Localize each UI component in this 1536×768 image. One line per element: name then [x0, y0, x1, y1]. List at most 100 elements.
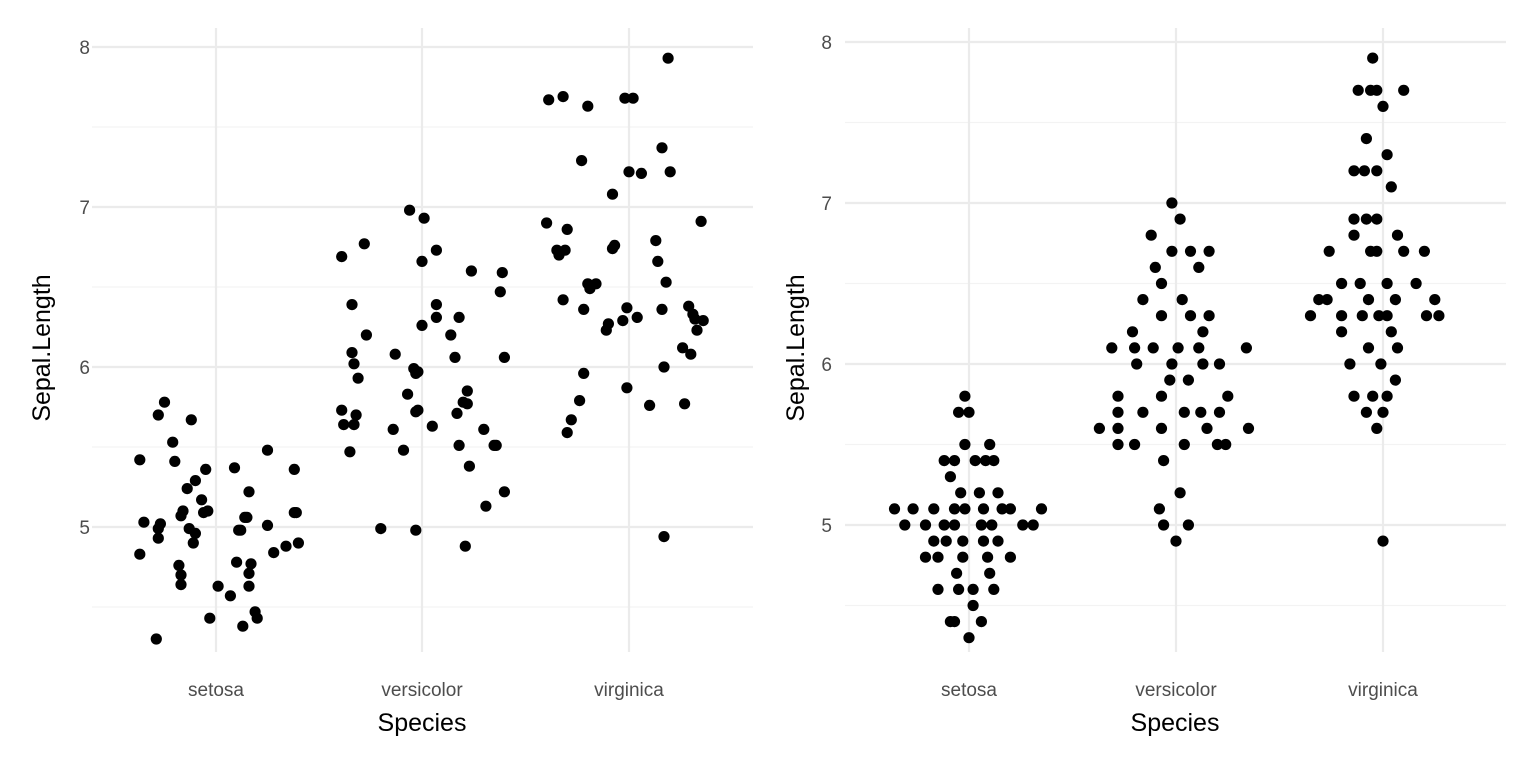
- data-point: [1381, 149, 1393, 161]
- data-point: [980, 455, 992, 467]
- data-point: [1203, 310, 1215, 322]
- data-point: [631, 311, 643, 323]
- data-point: [1182, 519, 1194, 531]
- data-point: [185, 414, 197, 426]
- data-point: [967, 583, 979, 596]
- data-point: [992, 487, 1004, 499]
- data-point: [243, 486, 255, 498]
- data-point: [938, 455, 950, 467]
- data-point: [1174, 487, 1186, 499]
- data-point: [152, 532, 164, 544]
- data-point: [1389, 374, 1401, 386]
- data-point: [261, 519, 274, 532]
- data-point: [685, 348, 697, 360]
- data-point: [1166, 197, 1178, 209]
- data-point: [1155, 277, 1168, 290]
- data-point: [1112, 438, 1124, 451]
- data-point: [1203, 245, 1215, 257]
- y-axis-title: Sepal.Length: [782, 274, 810, 421]
- data-point: [412, 366, 424, 378]
- data-point: [1166, 358, 1178, 370]
- data-point: [948, 519, 961, 531]
- data-point: [202, 505, 214, 517]
- data-point: [1352, 84, 1364, 96]
- data-point: [167, 436, 179, 448]
- data-point: [1381, 390, 1393, 402]
- data-point: [1145, 229, 1157, 241]
- data-point: [1356, 310, 1368, 322]
- data-point: [1158, 519, 1170, 531]
- data-point: [235, 524, 247, 536]
- data-point: [955, 487, 967, 499]
- data-point: [953, 583, 965, 596]
- data-point: [496, 267, 508, 279]
- data-point: [1106, 342, 1118, 354]
- data-point: [1213, 358, 1226, 370]
- data-point: [1354, 277, 1366, 290]
- data-point: [677, 342, 689, 354]
- data-point: [430, 311, 442, 323]
- data-point: [1193, 261, 1205, 273]
- data-point: [1126, 326, 1139, 338]
- points: [888, 52, 1445, 644]
- data-point: [397, 444, 410, 456]
- data-point: [1147, 342, 1159, 354]
- y-axis-title: Sepal.Length: [28, 274, 56, 421]
- data-point: [173, 559, 185, 572]
- x-axis-title: Species: [378, 709, 467, 737]
- data-point: [1381, 310, 1393, 322]
- data-point: [1381, 277, 1393, 290]
- y-tick-label: 6: [79, 358, 90, 379]
- data-point: [656, 303, 668, 315]
- data-point: [565, 414, 577, 426]
- data-point: [243, 580, 255, 592]
- data-point: [557, 294, 569, 306]
- data-point: [695, 215, 707, 227]
- data-point: [953, 406, 965, 418]
- data-point: [1172, 342, 1184, 354]
- data-point: [1213, 406, 1226, 418]
- data-point: [1155, 390, 1168, 402]
- data-point: [134, 454, 146, 466]
- data-point: [241, 511, 253, 523]
- data-point: [984, 567, 996, 579]
- data-point: [689, 313, 701, 325]
- data-point: [348, 419, 360, 431]
- data-point: [1220, 438, 1232, 451]
- data-point: [557, 91, 569, 103]
- data-point: [360, 329, 372, 341]
- data-point: [389, 348, 401, 360]
- data-point: [336, 251, 348, 263]
- data-point: [402, 388, 414, 400]
- data-point: [292, 537, 304, 549]
- data-point: [451, 407, 463, 419]
- data-point: [1373, 310, 1385, 322]
- data-point: [932, 551, 944, 563]
- data-point: [352, 372, 364, 384]
- data-point: [1149, 261, 1161, 273]
- data-point: [602, 318, 615, 330]
- data-point: [957, 551, 969, 563]
- y-tick-label: 5: [821, 516, 832, 537]
- data-point: [1193, 342, 1205, 354]
- data-point: [1385, 326, 1397, 338]
- data-point: [494, 286, 506, 298]
- data-point: [245, 558, 257, 570]
- data-point: [652, 255, 664, 267]
- data-point: [138, 516, 150, 528]
- data-point: [1336, 277, 1348, 290]
- data-point: [559, 244, 571, 256]
- data-point: [350, 409, 362, 421]
- data-point: [658, 531, 670, 543]
- x-tick-labels: setosa versicolor virginica: [941, 680, 1418, 701]
- data-point: [986, 519, 998, 531]
- data-point: [543, 94, 555, 106]
- data-point: [480, 500, 492, 512]
- data-point: [1371, 213, 1383, 225]
- data-point: [973, 487, 986, 499]
- data-point: [196, 494, 208, 506]
- data-point: [1418, 245, 1430, 257]
- data-point: [1178, 438, 1190, 451]
- data-point: [948, 616, 961, 628]
- data-point: [498, 486, 510, 498]
